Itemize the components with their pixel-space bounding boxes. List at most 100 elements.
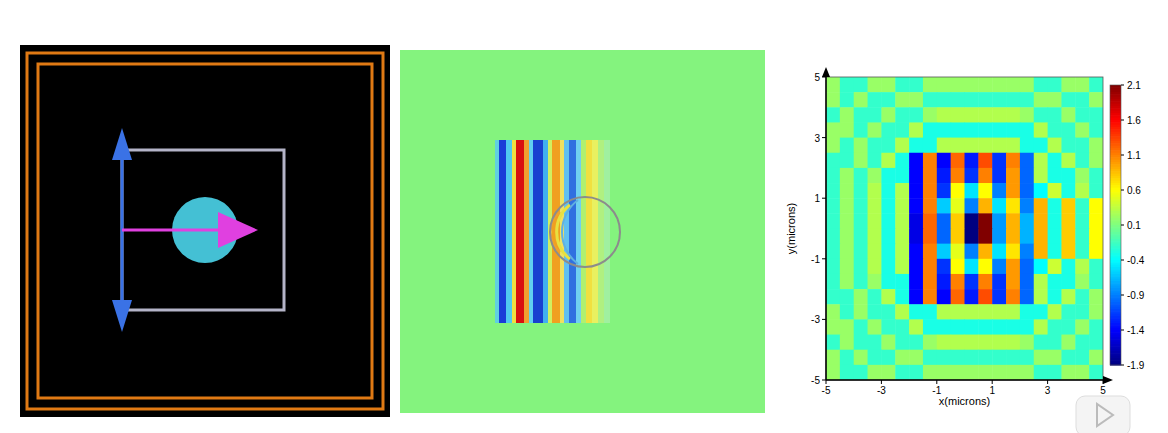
colorbar-tick-label: -0.9 xyxy=(1127,290,1145,301)
y-axis-label: y(microns) xyxy=(785,203,797,254)
heat-cell xyxy=(1006,304,1020,320)
heat-cell xyxy=(951,77,965,93)
heat-cell xyxy=(1034,183,1048,199)
heat-cell xyxy=(951,107,965,123)
heat-cell xyxy=(1020,244,1034,260)
heat-cell xyxy=(1048,244,1062,260)
heat-cell xyxy=(854,107,868,123)
heat-cell xyxy=(978,198,992,214)
heat-cell xyxy=(978,244,992,260)
heat-cell xyxy=(881,77,895,93)
x-tick xyxy=(826,380,827,384)
field-stripe xyxy=(604,140,610,323)
y-tick-label: 1 xyxy=(814,193,820,204)
heat-cell xyxy=(1075,168,1089,184)
heat-cell xyxy=(1048,259,1062,275)
heat-cell xyxy=(826,122,840,138)
heat-cell xyxy=(937,319,951,335)
heat-cell xyxy=(1075,107,1089,123)
heat-cell xyxy=(854,229,868,245)
heat-cell xyxy=(1020,77,1034,93)
colorbar-tick-label: 1.6 xyxy=(1127,115,1141,126)
heat-cell xyxy=(951,259,965,275)
field-stripe xyxy=(495,140,499,323)
heat-cell xyxy=(1048,107,1062,123)
heat-cell xyxy=(951,335,965,351)
heat-cell xyxy=(965,153,979,169)
snapshot-background xyxy=(400,50,765,413)
y-tick xyxy=(822,258,826,259)
heat-cell xyxy=(1034,335,1048,351)
heat-cell xyxy=(1089,138,1103,154)
heat-cell xyxy=(868,350,882,366)
heat-cell xyxy=(965,274,979,290)
heat-cell xyxy=(1006,289,1020,305)
heat-cell xyxy=(951,365,965,380)
heat-cell xyxy=(923,289,937,305)
heat-cell xyxy=(992,319,1006,335)
heat-cell xyxy=(826,92,840,108)
heat-cell xyxy=(840,138,854,154)
heat-cell xyxy=(840,153,854,169)
heat-cell xyxy=(1048,319,1062,335)
heat-cell xyxy=(881,259,895,275)
heat-cell xyxy=(826,138,840,154)
heat-cell xyxy=(1006,138,1020,154)
heat-cell xyxy=(965,183,979,199)
heat-cell xyxy=(826,274,840,290)
heat-cell xyxy=(840,213,854,229)
heat-cell xyxy=(937,77,951,93)
heat-cell xyxy=(1020,259,1034,275)
heat-cell xyxy=(937,107,951,123)
heat-cell xyxy=(937,304,951,320)
heat-cell xyxy=(868,168,882,184)
heat-cell xyxy=(1061,77,1075,93)
heat-cell xyxy=(992,289,1006,305)
heat-cell xyxy=(895,319,909,335)
heat-cell xyxy=(978,213,992,229)
heat-cell xyxy=(895,198,909,214)
colorbar-tick xyxy=(1121,155,1124,156)
pml-inner xyxy=(38,64,372,398)
heat-cell xyxy=(1061,304,1075,320)
heat-cell xyxy=(1034,365,1048,380)
y-tick xyxy=(822,198,826,199)
y-tick-label: -3 xyxy=(811,314,820,325)
heat-cell xyxy=(1089,350,1103,366)
heat-cell xyxy=(1048,92,1062,108)
heat-cell xyxy=(965,304,979,320)
colorbar-tick-label: -1.4 xyxy=(1127,325,1145,336)
heat-cell xyxy=(1061,335,1075,351)
heat-cell xyxy=(895,350,909,366)
heat-cell xyxy=(951,183,965,199)
heat-cell xyxy=(840,274,854,290)
heat-cell xyxy=(909,198,923,214)
heat-cell xyxy=(826,259,840,275)
heat-cell xyxy=(951,350,965,366)
heat-cell xyxy=(854,350,868,366)
heat-cell xyxy=(923,213,937,229)
heat-cell xyxy=(978,168,992,184)
heat-cell xyxy=(1089,198,1103,214)
heat-cell xyxy=(992,77,1006,93)
heat-cell xyxy=(937,244,951,260)
x-tick xyxy=(992,380,993,384)
heat-cell xyxy=(895,365,909,380)
heat-cell xyxy=(1075,198,1089,214)
heat-cell xyxy=(1034,229,1048,245)
heat-cell xyxy=(840,365,854,380)
heat-cell xyxy=(923,168,937,184)
heat-cell xyxy=(1075,289,1089,305)
heat-cell xyxy=(895,168,909,184)
heat-cell xyxy=(978,183,992,199)
heat-cell xyxy=(1089,274,1103,290)
heat-cell xyxy=(1075,350,1089,366)
colorbar-tick-label: -1.9 xyxy=(1127,360,1145,371)
heat-cell xyxy=(1034,213,1048,229)
heat-cell xyxy=(978,107,992,123)
heat-cell xyxy=(909,365,923,380)
heat-cell xyxy=(992,229,1006,245)
heat-cell xyxy=(868,289,882,305)
colorbar-tick xyxy=(1121,260,1124,261)
play-icon xyxy=(1076,396,1130,433)
